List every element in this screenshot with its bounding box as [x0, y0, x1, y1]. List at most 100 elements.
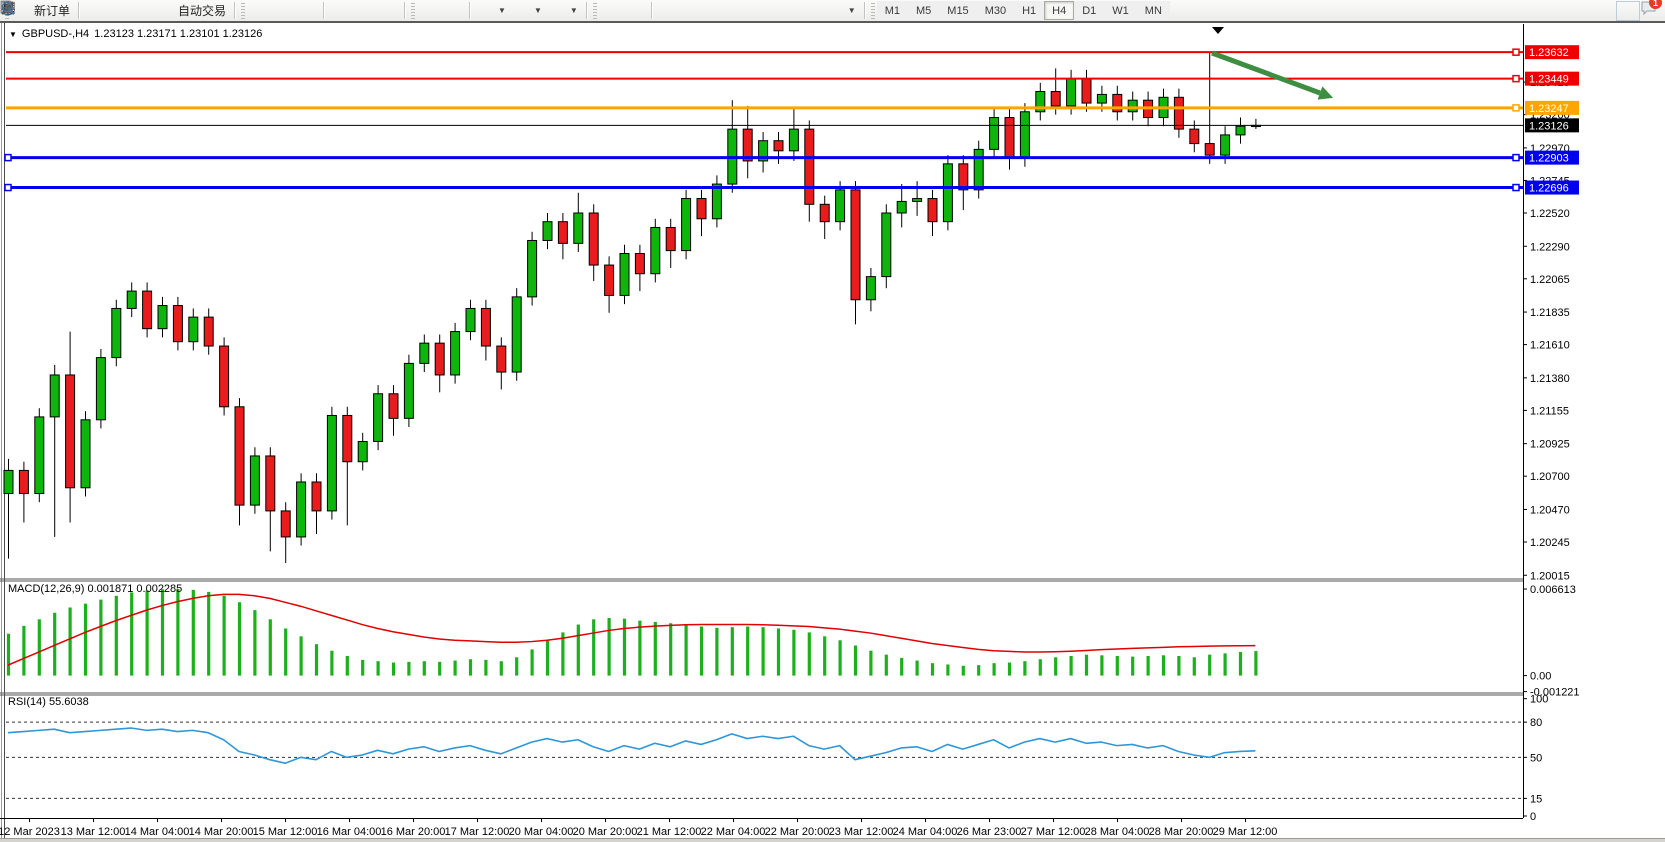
template-icon — [1, 2, 566, 19]
text-label-tool-button[interactable]: T — [1, 1, 824, 21]
date-label: 20 Mar 20:00 — [573, 826, 638, 838]
text-tool-button[interactable]: A — [4, 1, 800, 21]
price-axis[interactable]: 1.234251.232001.229701.227451.225201.222… — [1523, 24, 1580, 823]
candle — [188, 316, 199, 343]
crosshair-tool-button[interactable] — [1, 1, 647, 21]
line-handle — [1512, 104, 1520, 112]
candle — [203, 316, 214, 347]
candle — [80, 419, 91, 489]
horizontal-line-tool-button[interactable] — [1, 1, 704, 21]
chart-window[interactable]: ▼ GBPUSD-,H4 1.23123 1.23171 1.23101 1.2… — [0, 23, 1665, 838]
candle — [234, 406, 245, 506]
pane-separators — [0, 578, 1523, 696]
rsi-label: RSI(14) 55.6038 — [8, 696, 89, 708]
candle — [942, 163, 953, 223]
line-chart-type-button[interactable] — [0, 1, 319, 21]
separator — [323, 2, 325, 19]
candle — [1050, 91, 1061, 107]
periods-button[interactable]: ▼ — [1, 1, 546, 21]
timeframe-button-d1[interactable]: D1 — [1074, 1, 1105, 20]
line-handle — [1512, 153, 1520, 162]
separator — [650, 2, 652, 19]
bar-chart-type-button[interactable] — [2, 1, 271, 21]
candle — [1173, 96, 1184, 130]
chart-title: ▼ GBPUSD-,H4 1.23123 1.23171 1.23101 1.2… — [9, 28, 262, 40]
timeframe-button-m30[interactable]: M30 — [976, 1, 1015, 20]
fibonacci-tool-button[interactable]: F — [1, 1, 776, 21]
candle — [465, 307, 476, 333]
templates-button[interactable]: ▼ — [1, 1, 582, 21]
candle — [619, 252, 630, 296]
timeframe-button-h1[interactable]: H1 — [1014, 1, 1045, 20]
search-button[interactable] — [1, 0, 1640, 21]
candle — [1004, 117, 1015, 159]
arrows-tool-button[interactable]: ▼ — [1, 1, 860, 21]
candle — [896, 200, 907, 214]
rsi-axis-label: 100 — [1530, 694, 1548, 706]
price-label-text: 1.22696 — [1529, 183, 1569, 195]
candle — [881, 212, 892, 278]
toolbar-grip — [870, 2, 875, 19]
candle — [280, 510, 291, 538]
candle — [388, 393, 399, 419]
candle — [373, 393, 384, 442]
signal-button[interactable] — [2, 1, 155, 21]
timeframe-button-m15[interactable]: M15 — [939, 1, 977, 20]
candle — [126, 290, 137, 309]
price-tick-label: 1.20015 — [1530, 570, 1570, 582]
chat-button[interactable]: 1 — [1640, 0, 1662, 21]
text-label-icon: T — [1, 2, 820, 19]
auto-scroll-button[interactable] — [2, 1, 441, 21]
candle — [496, 345, 507, 373]
market-watch-button[interactable] — [2, 1, 107, 21]
price-label-box — [1525, 71, 1579, 86]
autotrading-button[interactable]: 自动交易 — [1, 1, 230, 21]
date-label: 23 Mar 12:00 — [829, 826, 894, 838]
timeframe-button-m1[interactable]: M1 — [876, 1, 908, 20]
separator — [469, 2, 471, 19]
equidistant-channel-tool-button[interactable]: E — [0, 1, 752, 21]
zoom-in-icon — [1, 1, 348, 19]
candle — [172, 305, 183, 343]
time-axis[interactable]: 12 Mar 2023 13 Mar 12:00 14 Mar 04:00 14 Ma… — [0, 818, 1523, 838]
price-tick-label: 1.21610 — [1530, 340, 1570, 352]
indicators-button[interactable]: ▼ — [1, 1, 510, 21]
trend-arrow-shaft — [1211, 50, 1321, 96]
new-order-button[interactable]: 新订单 — [0, 0, 74, 21]
price-label-text: 1.23449 — [1529, 74, 1569, 86]
cursor-icon — [4, 1, 619, 19]
price-label-text: 1.22903 — [1529, 153, 1569, 165]
candle — [958, 163, 969, 191]
chart-canvas[interactable]: MACD(12,26,9) 0.001871 0.002285 RSI(14) 5… — [0, 23, 1665, 838]
cursor-tool-button[interactable] — [4, 1, 623, 21]
timeframe-button-h4[interactable]: H4 — [1044, 1, 1075, 20]
vertical-line-tool-button[interactable] — [7, 1, 680, 21]
price-tick-label: 1.20925 — [1530, 439, 1570, 451]
separator — [234, 2, 236, 19]
signal-icon — [2, 2, 151, 19]
zoom-in-button[interactable] — [1, 1, 352, 21]
tile-windows-button[interactable] — [1, 1, 400, 21]
candle — [927, 198, 938, 223]
timeframe-button-w1[interactable]: W1 — [1104, 1, 1137, 20]
rsi-axis-label: 80 — [1530, 717, 1542, 729]
chart-shift-button[interactable] — [2, 1, 465, 21]
ohlc-bars-icon — [2, 2, 267, 19]
symbol-timeframe-label: GBPUSD-,H4 — [21, 28, 90, 40]
zoom-out-button[interactable] — [1, 1, 376, 21]
horizontal-line-icon — [1, 3, 700, 19]
profile-icon — [1, 2, 127, 19]
line-handle — [1512, 48, 1520, 56]
profile-button[interactable] — [1, 1, 131, 21]
price-tick-label: 1.22290 — [1530, 241, 1570, 253]
symbol-dropdown-caret[interactable]: ▼ — [9, 29, 17, 39]
candle — [157, 305, 168, 330]
timeframe-button-mn[interactable]: MN — [1136, 1, 1170, 20]
trendline-tool-button[interactable] — [1, 1, 728, 21]
candle — [912, 198, 923, 202]
candle — [1019, 111, 1030, 159]
date-label: 26 Mar 23:00 — [957, 826, 1022, 838]
price-tick-label: 1.22520 — [1530, 208, 1570, 220]
timeframe-button-m5[interactable]: M5 — [908, 1, 940, 20]
candlestick-type-button[interactable] — [2, 1, 295, 21]
